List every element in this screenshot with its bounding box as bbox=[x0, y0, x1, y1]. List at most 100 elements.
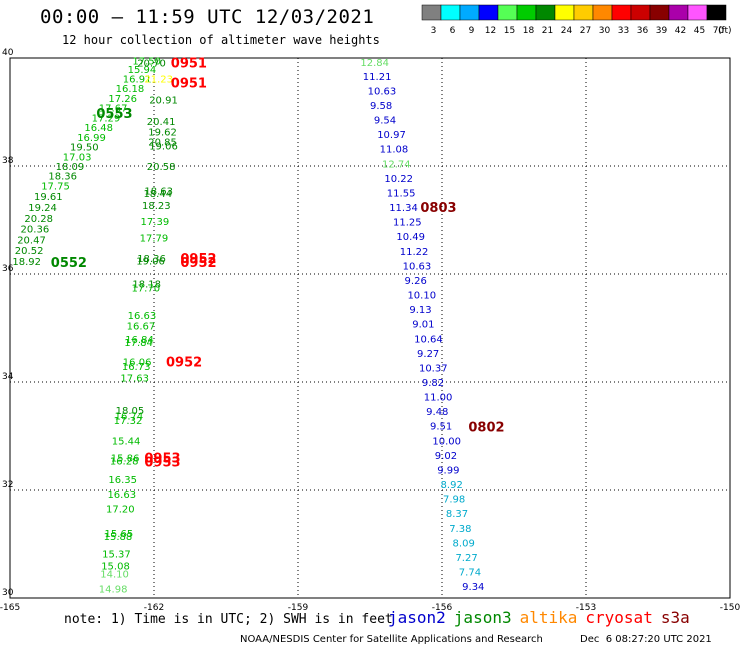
swh-value: 11.55 bbox=[387, 188, 416, 199]
legend-label: 36 bbox=[637, 26, 649, 36]
swh-value: 8.09 bbox=[453, 538, 475, 549]
pass-time-label: 0951 bbox=[171, 56, 207, 71]
swh-value: 19.50 bbox=[70, 143, 99, 154]
page-title: 00:00 – 11:59 UTC 12/03/2021 bbox=[40, 6, 375, 28]
legend-label: 70 bbox=[713, 26, 725, 36]
swh-value: 9.27 bbox=[417, 349, 439, 360]
swh-value: 18.36 bbox=[48, 172, 77, 183]
swh-value: 10.63 bbox=[403, 261, 432, 272]
swh-value: 16.91 bbox=[123, 75, 152, 86]
lat-tick-label: 36 bbox=[2, 264, 14, 274]
swh-value: 17.84 bbox=[124, 338, 153, 349]
lat-tick-label: 32 bbox=[2, 480, 13, 490]
swh-value: 15.65 bbox=[105, 529, 134, 540]
swh-value: 12.74 bbox=[382, 159, 411, 170]
swh-value: 15.44 bbox=[112, 436, 141, 447]
satellite-legend: jason2 jason3 altika cryosat s3a bbox=[388, 608, 698, 627]
legend-label: 39 bbox=[656, 26, 668, 36]
legend-label: 30 bbox=[599, 26, 611, 36]
legend-label: 3 bbox=[431, 26, 437, 36]
swh-value: 20.91 bbox=[149, 96, 178, 107]
pass-time-label: 0952 bbox=[166, 355, 202, 370]
legend-label: 21 bbox=[542, 26, 553, 36]
lon-tick-label: -153 bbox=[576, 603, 596, 613]
lon-tick-label: -159 bbox=[288, 603, 309, 613]
legend-unit: (ft) bbox=[718, 26, 732, 36]
swh-value: 7.38 bbox=[449, 524, 471, 535]
swh-value: 20.70 bbox=[137, 58, 166, 69]
swh-value: 17.26 bbox=[108, 94, 137, 105]
legend-label: 45 bbox=[694, 26, 705, 36]
pass-time-label: 0953 bbox=[144, 455, 180, 470]
swh-value: 7.27 bbox=[455, 553, 477, 564]
pass-time-label: 0951 bbox=[171, 76, 207, 91]
swh-value: 10.10 bbox=[407, 291, 436, 302]
swh-value: 12.84 bbox=[360, 58, 389, 69]
swh-value: 18.23 bbox=[142, 201, 171, 212]
swh-value: 8.37 bbox=[446, 509, 468, 520]
legend-swatch bbox=[706, 4, 727, 21]
pass-time-label: 0553 bbox=[96, 107, 132, 122]
swh-value: 9.82 bbox=[422, 378, 444, 389]
swh-value: 17.03 bbox=[63, 152, 92, 163]
swh-value: 18.18 bbox=[132, 280, 161, 291]
swh-value: 9.34 bbox=[462, 582, 484, 593]
lat-tick-label: 34 bbox=[2, 372, 14, 382]
swh-value: 17.70 bbox=[131, 284, 160, 295]
pass-time-label: 0952 bbox=[180, 252, 216, 267]
swh-value: 20.36 bbox=[21, 225, 50, 236]
footer-credit: NOAA/NESDIS Center for Satellite Applica… bbox=[240, 634, 543, 645]
swh-value: 17.29 bbox=[92, 113, 121, 124]
swh-value: 9.54 bbox=[374, 116, 396, 127]
swh-value: 11.00 bbox=[424, 393, 453, 404]
swh-value: 20.28 bbox=[24, 214, 53, 225]
swh-value: 11.08 bbox=[380, 145, 409, 156]
swh-value: 11.25 bbox=[393, 218, 422, 229]
footer-timestamp: Dec 6 08:27:20 UTC 2021 bbox=[580, 634, 712, 645]
map-frame bbox=[9, 57, 731, 599]
swh-value: 9.26 bbox=[405, 276, 427, 287]
swh-value: 16.06 bbox=[123, 357, 152, 368]
swh-value: 9.01 bbox=[412, 320, 434, 331]
swh-value: 10.22 bbox=[384, 174, 413, 185]
swh-value: 15.94 bbox=[128, 65, 157, 76]
swh-value: 11.34 bbox=[389, 203, 418, 214]
swh-value: 17.50 bbox=[132, 57, 161, 68]
legend-label: 6 bbox=[450, 26, 456, 36]
lon-tick-label: -150 bbox=[720, 603, 740, 613]
swh-value: 17.39 bbox=[141, 217, 170, 228]
pass-time-label: 0953 bbox=[144, 452, 180, 467]
swh-value: 16.63 bbox=[128, 311, 157, 322]
swh-value: 15.86 bbox=[111, 454, 140, 465]
swh-value: 17.75 bbox=[41, 181, 70, 192]
swh-value: 20.41 bbox=[147, 117, 176, 128]
swh-value: 18.09 bbox=[56, 162, 85, 173]
color-legend: 3 6 9 12 15 18 21 24 27 30 33 36 39 42 45 70(ft) bbox=[421, 4, 732, 36]
swh-value: 19.62 bbox=[148, 127, 177, 138]
swh-value: 9.13 bbox=[409, 305, 431, 316]
swh-value: 16.67 bbox=[127, 321, 156, 332]
legend-label: 24 bbox=[561, 26, 573, 36]
swh-value: 14.10 bbox=[100, 570, 129, 581]
swh-value: 18.92 bbox=[12, 257, 41, 268]
swh-value: 16.74 bbox=[115, 411, 144, 422]
swh-value: 7.98 bbox=[443, 495, 465, 506]
swh-value: 19.24 bbox=[28, 203, 57, 214]
swh-value: 16.35 bbox=[108, 475, 137, 486]
swh-value: 20.52 bbox=[15, 246, 44, 257]
satellite-s3a: s3a bbox=[660, 608, 690, 627]
swh-value: 18.44 bbox=[143, 189, 172, 200]
swh-value: 16.63 bbox=[107, 490, 136, 501]
swh-value: 16.84 bbox=[125, 335, 154, 346]
swh-value: 9.51 bbox=[430, 422, 452, 433]
satellite-jason3: jason3 bbox=[453, 608, 512, 627]
swh-value: 15.37 bbox=[102, 550, 131, 561]
swh-value: 11.21 bbox=[363, 72, 392, 83]
swh-value: 14.98 bbox=[99, 584, 128, 595]
legend-label: 9 bbox=[469, 26, 475, 36]
legend-label: 18 bbox=[523, 26, 535, 36]
satellite-cryosat: cryosat bbox=[585, 608, 653, 627]
swh-value: 17.20 bbox=[106, 504, 135, 515]
legend-label: 15 bbox=[504, 26, 515, 36]
